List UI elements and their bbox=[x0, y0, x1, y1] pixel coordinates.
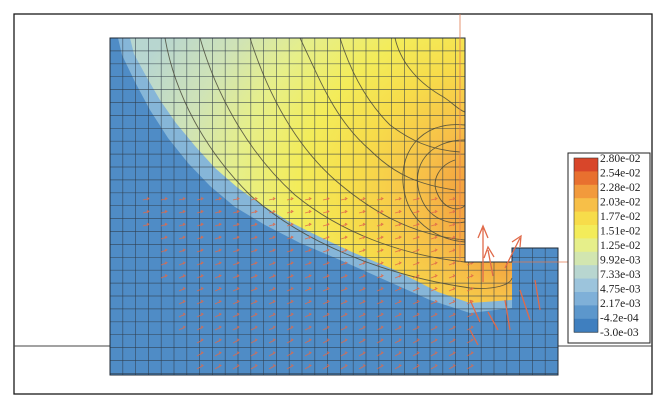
legend-label: -3.0e-03 bbox=[600, 327, 639, 339]
contour-lines bbox=[164, 38, 513, 289]
legend-label: 2.17e-03 bbox=[600, 298, 641, 310]
legend-swatch bbox=[574, 158, 598, 172]
legend-swatch bbox=[574, 292, 598, 306]
legend-swatch bbox=[574, 211, 598, 226]
legend-label: 1.77e-02 bbox=[600, 211, 641, 223]
legend-swatch bbox=[574, 305, 598, 320]
color-legend: 2.80e-02 2.54e-02 2.28e-02 2.03e-02 1.77e-02… bbox=[567, 152, 651, 344]
velocity-arrows bbox=[469, 224, 541, 346]
legend-swatch bbox=[574, 198, 598, 213]
legend-swatch bbox=[574, 265, 598, 280]
legend-swatch bbox=[574, 318, 598, 333]
legend-label: -4.2e-04 bbox=[600, 313, 639, 325]
legend-label: 2.28e-02 bbox=[600, 182, 641, 194]
legend-label: 9.92e-03 bbox=[600, 255, 641, 267]
legend-label: 1.25e-02 bbox=[600, 240, 641, 252]
legend-label: 4.75e-03 bbox=[600, 284, 641, 296]
legend-swatch bbox=[574, 184, 598, 199]
legend-label: 1.51e-02 bbox=[600, 226, 641, 238]
legend-swatch bbox=[574, 225, 598, 239]
legend-label: 2.80e-02 bbox=[600, 153, 641, 165]
legend-label: 2.03e-02 bbox=[600, 197, 641, 209]
legend-swatch bbox=[574, 238, 598, 253]
legend-swatch bbox=[574, 251, 598, 266]
legend-swatch bbox=[574, 171, 598, 186]
legend-label: 7.33e-03 bbox=[600, 269, 641, 281]
mesh-outline bbox=[109, 37, 559, 376]
legend-swatch bbox=[574, 278, 598, 293]
legend-label: 2.54e-02 bbox=[600, 168, 641, 180]
